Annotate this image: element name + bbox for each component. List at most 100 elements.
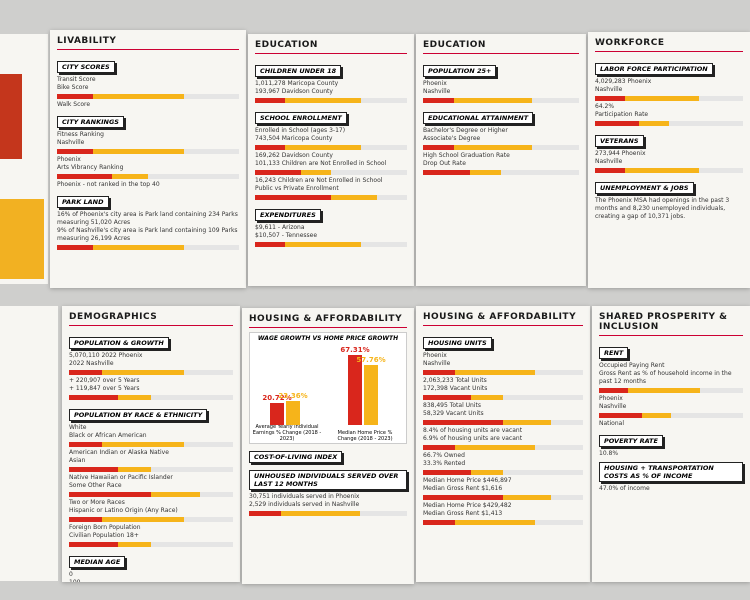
decor: [595, 168, 625, 173]
decor: [101, 517, 184, 522]
decor: [118, 395, 151, 400]
decor: [300, 170, 331, 175]
decor: [423, 470, 471, 475]
text-line: Median Gross Rent $1,413: [423, 510, 503, 517]
text-line: 169,262 Davidson County: [255, 152, 333, 159]
decor: [423, 98, 455, 103]
decor: [551, 495, 583, 500]
decor: [184, 245, 239, 250]
text-line: Nashville: [595, 158, 623, 165]
decor: [595, 96, 625, 101]
decor: [455, 520, 535, 525]
decor-bar: [69, 395, 233, 400]
text-line: Phoenix: [599, 395, 623, 402]
section: Median Age: [69, 549, 233, 571]
decor: [361, 145, 407, 150]
decor-bar: [69, 492, 233, 497]
decor: [423, 145, 455, 150]
section-heading: Population 25+: [423, 65, 497, 77]
text-line: Some Other Race: [69, 482, 122, 489]
value-label: 23.36%: [278, 391, 308, 400]
section-heading: Veterans: [595, 135, 644, 147]
panel-title: Demographics: [69, 312, 233, 326]
decor-bar: [423, 420, 583, 425]
text-line: Phoenix - not ranked in the top 40: [57, 181, 160, 188]
decor: [69, 395, 119, 400]
decor: [285, 242, 362, 247]
value-label: 57.76%: [356, 355, 386, 364]
decor: [423, 170, 470, 175]
panel: Livability City Scores Transit Score Bike S…: [50, 30, 246, 288]
text-line: 8.4% of housing units are vacant: [423, 427, 523, 434]
decor: [111, 174, 148, 179]
text-line: The Phoenix MSA had openings in the past…: [595, 197, 730, 220]
text-line: 30,751 individuals served in Phoenix: [249, 493, 360, 500]
decor: [151, 542, 233, 547]
decor: [285, 98, 362, 103]
text-line: Transit Score: [57, 76, 96, 83]
text-line: 101,133 Children are Not Enrolled in Sch…: [255, 160, 387, 167]
decor: [699, 388, 743, 393]
text-line: Associate's Degree: [423, 135, 481, 142]
panel: Housing & Affordability Wage Growth vs Ho…: [242, 308, 414, 584]
text-line: Median Home Price $429,482: [423, 502, 512, 509]
decor-bar: [423, 395, 583, 400]
chart: Wage Growth vs Home Price Growth Average …: [249, 332, 407, 444]
decor-bar: [255, 98, 407, 103]
text-line: High School Graduation Rate: [423, 152, 510, 159]
decor-bar: [595, 121, 743, 126]
decor: [280, 511, 360, 516]
decor: [249, 511, 281, 516]
decor: [624, 96, 699, 101]
decor: [423, 445, 455, 450]
panel: Demographics Population & Growth 5,070,110…: [62, 306, 240, 582]
section: Children Under 18: [255, 58, 407, 80]
decor: [639, 121, 669, 126]
decor: [471, 395, 503, 400]
panel-title: Education: [255, 40, 407, 54]
section-heading: Expenditures: [255, 209, 321, 221]
decor: [151, 492, 201, 497]
text-line: + 119,847 over 5 Years: [69, 385, 140, 392]
decor-bar: [57, 149, 239, 154]
decor: [503, 495, 551, 500]
decor: [627, 388, 700, 393]
panel: Housing & Affordability Housing Units Phoe…: [416, 306, 590, 582]
decor: [118, 467, 151, 472]
text-line: $10,507 - Tennessee: [255, 232, 318, 239]
section: City Scores: [57, 54, 239, 76]
decor: [183, 370, 233, 375]
decor: [423, 420, 503, 425]
section-heading: Housing + Transportation Costs as % of I…: [599, 462, 743, 482]
decor: [599, 388, 628, 393]
text-line: 66.7% Owned: [423, 452, 465, 459]
decor: [535, 370, 583, 375]
decor: [423, 520, 455, 525]
category-label: Median Home Price % Change (2018 - 2023): [337, 430, 393, 442]
decor: [471, 470, 503, 475]
text-line: Arts Vibrancy Ranking: [57, 164, 124, 171]
decor: [255, 145, 286, 150]
text-line: Gross Rent as % of household income in t…: [599, 370, 732, 385]
text-line: 2,529 individuals served in Nashville: [249, 501, 360, 508]
section-heading: School Enrollment: [255, 112, 347, 124]
text-line: 1,011,278 Maricopa County: [255, 80, 339, 87]
section-heading: Population & Growth: [69, 337, 169, 349]
panel-title: Housing & Affordability: [249, 314, 407, 328]
decor: [535, 445, 583, 450]
text-line: 2022 Nashville: [69, 360, 114, 367]
decor-bar: [423, 370, 583, 375]
decor-bar: [423, 520, 583, 525]
decor-bar: [255, 195, 407, 200]
left-stub-top: [0, 34, 48, 284]
decor: [423, 370, 455, 375]
text-line: 64.2%: [595, 103, 615, 110]
decor: [503, 395, 583, 400]
text-line: 273,944 Phoenix: [595, 150, 646, 157]
text-line: Black or African American: [69, 432, 147, 439]
section: Park Land: [57, 189, 239, 211]
text-line: 193,967 Davidson County: [255, 88, 333, 95]
decor: [57, 149, 94, 154]
text-line: Median Home Price $446,897: [423, 477, 512, 484]
